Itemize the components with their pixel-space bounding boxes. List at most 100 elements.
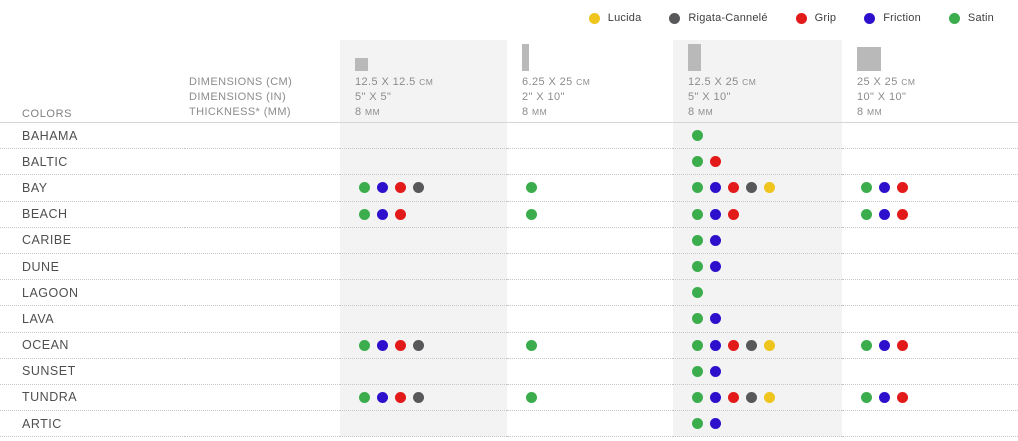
mm-unit-label: MM	[697, 107, 714, 117]
satin-dot	[692, 156, 703, 168]
legend-label: Grip	[814, 12, 837, 24]
dimensions-spacer-cell	[185, 359, 340, 385]
size-column-header: 25 X 25 CM 10" X 10" 8 MM	[842, 40, 1018, 127]
dimensions-in-label: DIMENSIONS (IN)	[189, 91, 287, 103]
row-label-artic: ARTIC	[0, 411, 185, 438]
legend-label: Satin	[967, 12, 994, 24]
grip-finish-icon	[795, 12, 807, 24]
finish-cell	[507, 123, 673, 150]
finish-cell	[842, 359, 1018, 385]
friction-dot	[710, 391, 721, 403]
finish-cell	[842, 149, 1018, 176]
finish-cell	[340, 306, 507, 333]
finish-cell	[507, 228, 673, 254]
tile-shape-wrap	[355, 40, 507, 71]
finish-cell	[340, 254, 507, 281]
finish-cell	[507, 359, 673, 385]
satin-finish-icon	[948, 12, 960, 24]
finish-cell	[673, 202, 842, 228]
satin-dot	[861, 391, 872, 403]
satin-dot	[359, 182, 370, 194]
row-label-sunset: SUNSET	[0, 359, 185, 385]
rigata-dot	[413, 391, 424, 403]
mm-unit-label: MM	[531, 107, 548, 117]
tile-shape-wrap	[688, 40, 842, 71]
friction-dot	[710, 339, 721, 351]
grip-dot	[728, 182, 739, 194]
thickness-value-label: 8 MM	[522, 106, 548, 118]
grip-dot	[728, 208, 739, 220]
tile-shape-icon	[857, 47, 881, 71]
legend-item-satin: Satin	[948, 12, 994, 24]
friction-dot	[710, 234, 721, 246]
dimensions-cm-label: DIMENSIONS (CM)	[189, 76, 293, 88]
satin-dot	[359, 208, 370, 220]
dimensions-spacer-cell	[185, 228, 340, 254]
satin-dot	[692, 234, 703, 246]
legend-label: Friction	[883, 12, 921, 24]
finish-cell	[507, 280, 673, 307]
lucida-finish-icon	[588, 12, 600, 24]
grip-dot	[710, 156, 721, 168]
row-label-baltic: BALTIC	[0, 149, 185, 176]
finish-cell	[340, 385, 507, 412]
mm-unit-label: MM	[364, 107, 381, 117]
rigata-dot	[746, 182, 757, 194]
size-column-header: 12.5 X 25 CM 5" X 10" 8 MM	[673, 40, 842, 127]
sizes-table: COLORS DIMENSIONS (CM) DIMENSIONS (IN) T…	[0, 40, 1018, 438]
dimensions-spacer-cell	[185, 123, 340, 150]
legend-label: Rigata-Cannelé	[688, 12, 768, 24]
cm-unit-label: CM	[419, 77, 434, 87]
finish-cell	[673, 280, 842, 307]
finish-cell	[673, 359, 842, 385]
friction-dot	[710, 365, 721, 377]
friction-dot	[377, 182, 388, 194]
friction-dot	[710, 182, 721, 194]
finish-cell	[507, 175, 673, 202]
size-in-label: 5" X 5"	[355, 91, 392, 103]
finish-cell	[340, 123, 507, 150]
finish-cell	[673, 228, 842, 254]
satin-dot	[526, 339, 537, 351]
dimensions-spacer-cell	[185, 280, 340, 307]
satin-dot	[692, 391, 703, 403]
satin-dot	[526, 208, 537, 220]
satin-dot	[692, 287, 703, 299]
dimensions-spacer-cell	[185, 411, 340, 438]
finish-cell	[507, 254, 673, 281]
rigata-dot	[746, 339, 757, 351]
row-label-bahama: BAHAMA	[0, 123, 185, 150]
friction-dot	[710, 208, 721, 220]
finish-cell	[340, 175, 507, 202]
finish-cell	[842, 254, 1018, 281]
size-cm-label: 12.5 X 12.5 CM	[355, 76, 434, 88]
legend-item-rigata: Rigata-Cannelé	[669, 12, 767, 24]
satin-dot	[692, 365, 703, 377]
finish-cell	[340, 359, 507, 385]
friction-dot	[377, 208, 388, 220]
satin-dot	[692, 261, 703, 273]
finish-cell	[507, 306, 673, 333]
satin-dot	[861, 208, 872, 220]
size-cm-label: 6.25 X 25 CM	[522, 76, 591, 88]
cm-unit-label: CM	[576, 77, 591, 87]
finish-cell	[842, 123, 1018, 150]
thickness-value-label: 8 MM	[857, 106, 883, 118]
finish-cell	[842, 175, 1018, 202]
satin-dot	[692, 182, 703, 194]
grip-dot	[395, 182, 406, 194]
row-label-ocean: OCEAN	[0, 333, 185, 359]
grip-dot	[897, 339, 908, 351]
grip-dot	[395, 339, 406, 351]
finish-cell	[842, 385, 1018, 412]
rigata-dot	[413, 339, 424, 351]
legend-item-grip: Grip	[795, 12, 837, 24]
grip-dot	[728, 339, 739, 351]
lucida-dot	[764, 182, 775, 194]
finish-cell	[507, 149, 673, 176]
satin-dot	[861, 182, 872, 194]
size-in-label: 5" X 10"	[688, 91, 731, 103]
finish-cell	[340, 228, 507, 254]
colors-header-label: COLORS	[22, 108, 73, 120]
dimensions-spacer-cell	[185, 175, 340, 202]
